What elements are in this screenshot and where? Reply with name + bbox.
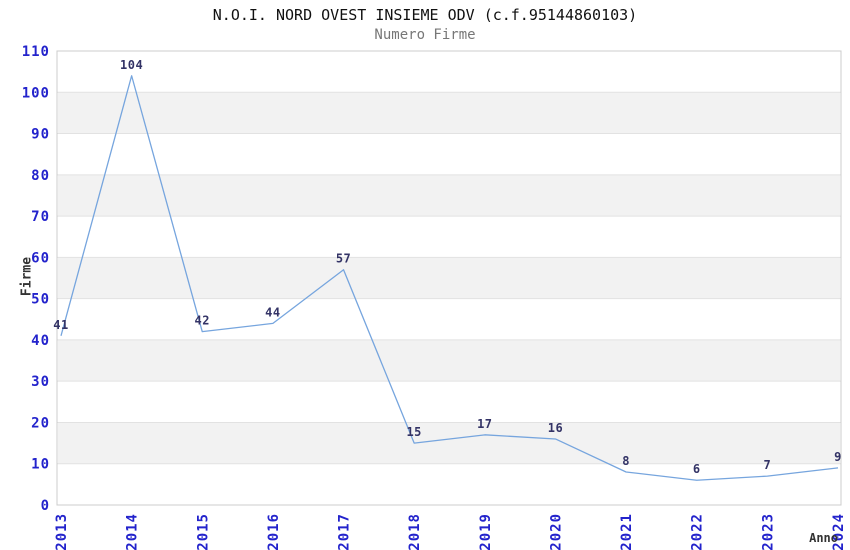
y-tick-label: 20 bbox=[31, 415, 50, 431]
plot-border bbox=[56, 50, 842, 506]
x-tick-label: 2013 bbox=[54, 513, 70, 550]
data-line bbox=[60, 75, 839, 481]
data-label: 42 bbox=[195, 314, 210, 328]
y-tick-label: 80 bbox=[31, 168, 50, 184]
y-tick-label: 10 bbox=[31, 457, 50, 473]
data-label: 6 bbox=[693, 462, 701, 476]
y-tick-label: 60 bbox=[31, 250, 50, 266]
x-tick-label: 2018 bbox=[407, 513, 423, 550]
grid-band bbox=[58, 257, 840, 299]
data-label: 17 bbox=[477, 417, 492, 431]
x-axis-title: Anno bbox=[809, 531, 838, 545]
y-axis-title: Firme bbox=[19, 256, 35, 297]
data-label: 7 bbox=[763, 458, 771, 472]
data-label: 16 bbox=[548, 421, 563, 435]
grid-band bbox=[58, 422, 840, 464]
data-label: 41 bbox=[53, 318, 68, 332]
grid-band bbox=[58, 92, 840, 134]
x-tick-label: 2017 bbox=[337, 513, 353, 550]
data-label: 9 bbox=[834, 450, 842, 464]
y-tick-label: 40 bbox=[31, 333, 50, 349]
x-tick-label: 2020 bbox=[548, 513, 564, 550]
y-tick-label: 70 bbox=[31, 209, 50, 225]
x-tick-label: 2022 bbox=[690, 513, 706, 550]
y-tick-label: 110 bbox=[22, 44, 50, 60]
x-tick-label: 2021 bbox=[619, 513, 635, 550]
grid-band bbox=[58, 174, 840, 217]
data-label: 15 bbox=[406, 425, 421, 439]
y-tick-label: 0 bbox=[41, 498, 50, 514]
x-tick-label: 2023 bbox=[760, 513, 776, 550]
y-tick-label: 100 bbox=[22, 85, 50, 101]
data-label: 57 bbox=[336, 252, 351, 266]
y-tick-label: 50 bbox=[31, 292, 50, 308]
chart-title: N.O.I. NORD OVEST INSIEME ODV (c.f.95144… bbox=[212, 6, 638, 24]
y-tick-label: 90 bbox=[31, 127, 50, 143]
x-tick-label: 2016 bbox=[266, 513, 282, 550]
grid-band bbox=[58, 339, 840, 382]
y-tick-label: 30 bbox=[31, 374, 50, 390]
x-tick-label: 2024 bbox=[831, 513, 847, 550]
data-label: 8 bbox=[622, 454, 630, 468]
data-label: 104 bbox=[120, 58, 143, 72]
x-tick-label: 2019 bbox=[478, 513, 494, 550]
x-tick-label: 2014 bbox=[125, 513, 141, 550]
chart-subtitle: Numero Firme bbox=[374, 27, 476, 43]
data-label: 44 bbox=[265, 305, 280, 319]
x-tick-label: 2015 bbox=[195, 513, 211, 550]
